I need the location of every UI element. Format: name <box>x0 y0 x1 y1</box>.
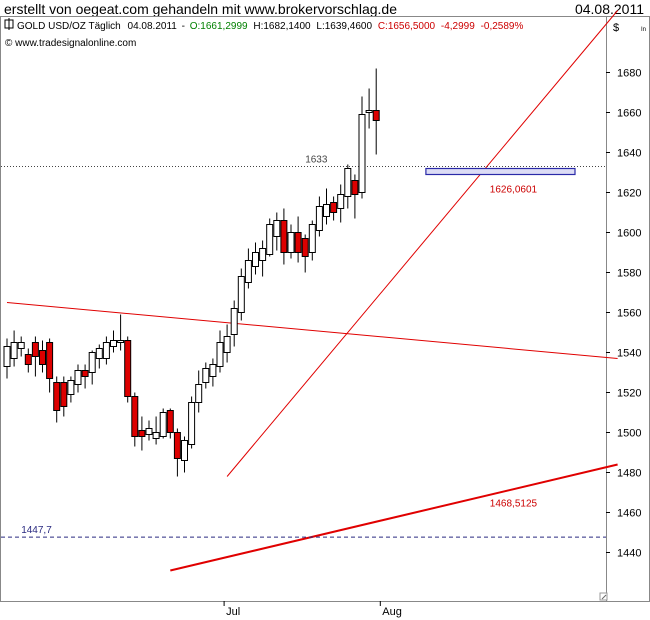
x-tick-label: Aug <box>382 606 402 618</box>
y-tick-label: 1480 <box>617 468 641 480</box>
candle-body <box>102 342 110 359</box>
y-tick-label: 1680 <box>617 68 641 80</box>
currency-label: $ <box>613 22 619 34</box>
candle-body <box>252 252 259 267</box>
info-date: 04.08.2011 <box>128 21 178 32</box>
y-tick-label: 1640 <box>617 148 641 160</box>
info-symbol: GOLD USD/OZ Täglich <box>17 21 121 32</box>
y-tick-label: 1500 <box>617 428 641 440</box>
candle-body <box>280 220 288 253</box>
candle-body <box>223 336 231 353</box>
candle-body <box>266 224 274 255</box>
candle-body <box>195 384 203 403</box>
candle-body <box>39 350 46 365</box>
candle-layer <box>3 68 380 477</box>
value-annotation: 1626,0601 <box>490 185 538 196</box>
candle-body <box>323 204 330 217</box>
corner-mark: In <box>641 27 646 33</box>
candle-body <box>131 396 139 437</box>
x-tick-label: Jul <box>226 606 240 618</box>
level-box <box>425 167 576 176</box>
candle-body <box>46 342 54 379</box>
level-label: 1447,7 <box>21 525 52 536</box>
trendline-layer <box>1 10 618 572</box>
y-tick-label: 1660 <box>617 108 641 120</box>
info-line: GOLD USD/OZ Täglich 04.08.2011 - O:1661,… <box>4 18 523 49</box>
candle-body <box>315 206 323 231</box>
candle-body <box>10 342 18 359</box>
candle-body <box>230 308 238 335</box>
candle-body <box>244 260 252 283</box>
label-layer: 1633 1447,7 1626,0601 1468,5125 <box>21 155 537 537</box>
candle-body <box>173 432 181 459</box>
candle-body <box>67 380 75 395</box>
trendline <box>226 10 618 477</box>
chart-title: erstellt von oegeat.com gehandeln mit ww… <box>4 1 397 17</box>
info-change: -4,2999 <box>441 21 475 32</box>
candle-body <box>216 342 224 367</box>
y-tick-label: 1540 <box>617 348 641 360</box>
plot-frame <box>0 16 607 602</box>
candle-body <box>31 342 39 357</box>
candle-body <box>188 402 196 445</box>
candle-body <box>308 224 316 253</box>
candle-body <box>124 340 132 397</box>
level-label: 1633 <box>305 155 328 166</box>
y-tick-label: 1560 <box>617 308 641 320</box>
candle-body <box>117 340 125 343</box>
candle-body <box>74 370 82 385</box>
info-close: C:1656,5000 <box>378 21 436 32</box>
header-date: 04.08.2011 <box>574 1 644 17</box>
candle-body <box>95 348 103 359</box>
info-low: L:1639,4600 <box>316 21 372 32</box>
candle-body <box>202 368 210 383</box>
y-tick-label: 1460 <box>617 508 641 520</box>
candle-body <box>110 340 117 347</box>
y-tick-label: 1440 <box>617 548 641 560</box>
y-tick-label: 1520 <box>617 388 641 400</box>
candle-body <box>301 238 309 257</box>
candle-body <box>259 248 267 261</box>
candle-body <box>287 232 295 253</box>
info-change-pct: -0,2589% <box>481 21 524 32</box>
resize-grip-icon[interactable] <box>599 592 608 601</box>
candle-body <box>17 342 25 349</box>
candle-body <box>294 232 302 253</box>
candle-body <box>152 432 160 439</box>
info-source: © www.tradesignalonline.com <box>5 38 136 49</box>
x-axis: Jul Aug <box>223 601 402 618</box>
candle-body <box>53 382 61 411</box>
candle-body <box>344 168 352 197</box>
svg-text:GOLD USD/OZ Täglich 04.0: GOLD USD/OZ Täglich 04.08.2011 - O:1661,… <box>17 21 523 32</box>
value-annotation: 1468,5125 <box>490 499 538 510</box>
y-axis: 1440 1460 1480 1500 1520 1540 1560 1580 1600 1620… <box>606 68 641 560</box>
candle-body <box>138 430 146 437</box>
info-open: O:1661,2999 <box>190 21 248 32</box>
candle-body <box>209 364 217 377</box>
candle-body <box>372 110 380 121</box>
candle-body <box>358 114 366 193</box>
candle-body <box>159 412 167 437</box>
info-high: H:1682,1400 <box>253 21 311 32</box>
y-tick-label: 1600 <box>617 228 641 240</box>
candle-body <box>351 180 359 195</box>
candle-body <box>181 440 188 461</box>
candle-body <box>273 220 281 237</box>
candle-body <box>365 110 373 113</box>
candle-body <box>330 202 338 213</box>
candle-body <box>237 276 245 313</box>
candle-body <box>3 346 11 367</box>
candle-body <box>166 410 174 433</box>
candle-body <box>88 352 96 373</box>
y-tick-label: 1580 <box>617 268 641 280</box>
candle-body <box>24 354 32 365</box>
trendline <box>6 302 618 359</box>
candle-body <box>81 370 89 377</box>
candle-body <box>337 194 345 209</box>
trendline <box>170 463 618 572</box>
candle-body <box>145 428 153 435</box>
candle-body <box>60 382 68 407</box>
y-tick-label: 1620 <box>617 188 641 200</box>
